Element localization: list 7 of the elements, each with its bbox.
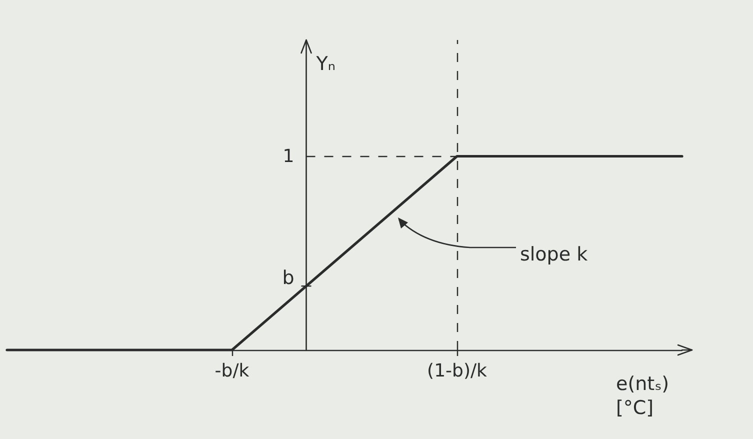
- x-tick-label: -b/k: [214, 360, 250, 382]
- ref-line-label: 1: [282, 146, 294, 167]
- x-tick-label: (1-b)/k: [427, 360, 488, 382]
- y-axis-title: Yₙ: [315, 53, 336, 75]
- annotation: b: [282, 267, 294, 290]
- x-axis-title: e(ntₛ) [°C]: [616, 373, 670, 419]
- annotation: slope k: [520, 244, 588, 266]
